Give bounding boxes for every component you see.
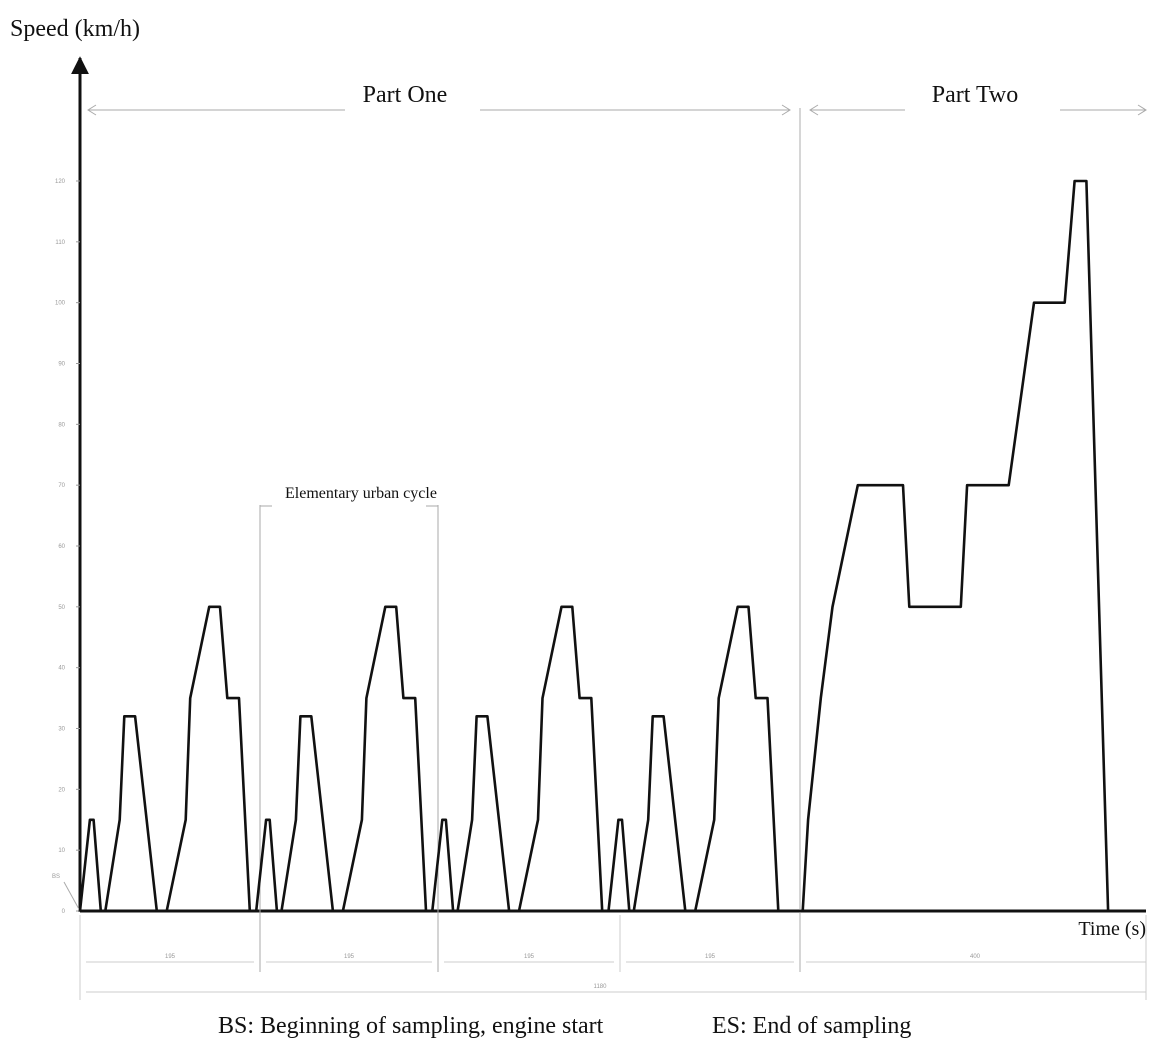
- bs-label: BS: [52, 874, 60, 880]
- dim-cycle-3: 195: [524, 954, 535, 960]
- caption-es: ES: End of sampling: [712, 1013, 911, 1039]
- y-tick-label: 20: [58, 787, 65, 793]
- y-ticks: 0 10 20 30 40 50 60 70 80 90 100 110 120: [55, 179, 80, 915]
- bs-pointer: [63, 881, 81, 912]
- elementary-cycle-bracket: [259, 505, 621, 972]
- part-dimensions: [87, 104, 1147, 972]
- dim-cycle-2: 195: [344, 954, 355, 960]
- y-tick-label: 90: [58, 362, 65, 368]
- dim-cycle-1: 195: [165, 954, 176, 960]
- y-tick-label: 110: [55, 240, 65, 246]
- y-tick-label: 70: [58, 483, 65, 489]
- y-tick-label: 30: [58, 727, 65, 733]
- time-dimensions: [79, 915, 1147, 1000]
- speed-trace-line: [78, 179, 1146, 913]
- elementary-cycle-label: Elementary urban cycle: [285, 485, 437, 502]
- y-axis-label: Speed (km/h): [10, 16, 140, 42]
- y-tick-label: 120: [55, 179, 66, 185]
- y-tick-label: 50: [58, 605, 65, 611]
- y-tick-label: 0: [62, 909, 66, 915]
- y-tick-label: 80: [58, 422, 65, 428]
- y-tick-label: 100: [55, 301, 66, 307]
- part-two-label: Part Two: [932, 82, 1019, 108]
- dim-cycle-4: 195: [705, 954, 716, 960]
- x-axis-label: Time (s): [1078, 918, 1146, 940]
- dim-part-two: 400: [970, 954, 981, 960]
- caption-bs: BS: Beginning of sampling, engine start: [218, 1013, 604, 1039]
- part-one-label: Part One: [363, 82, 448, 108]
- y-tick-label: 40: [58, 666, 65, 672]
- y-tick-label: 10: [58, 848, 65, 854]
- y-tick-label: 60: [58, 544, 65, 550]
- dim-total: 1180: [594, 984, 608, 990]
